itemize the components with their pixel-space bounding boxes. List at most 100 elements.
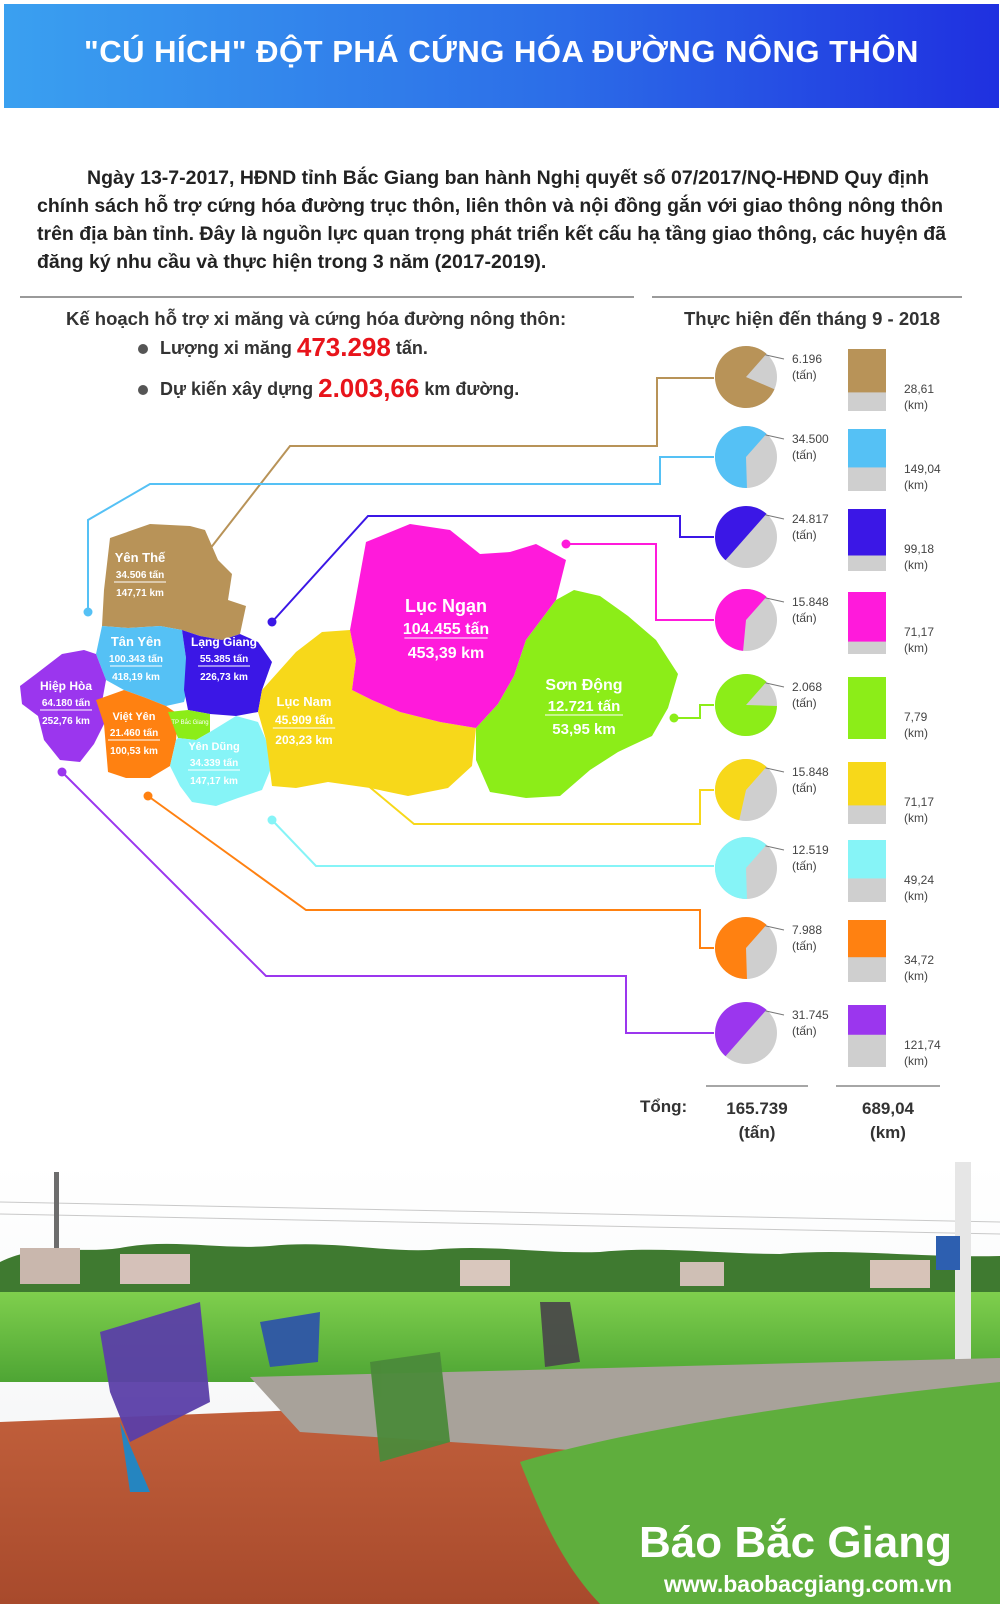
- district-progress-row: 24.817 (tấn) 99,18 (km): [715, 506, 934, 572]
- district-name: Việt Yên: [112, 711, 155, 723]
- pie-slice: [714, 836, 767, 899]
- total-road-value: 689,04: [862, 1099, 914, 1118]
- region-luc-nam: [258, 630, 476, 796]
- region-viet-yen: [96, 690, 178, 778]
- tree-line: [0, 1243, 1000, 1302]
- leader-line: [271, 819, 714, 867]
- done-cement-unit: (tấn): [792, 696, 817, 710]
- pie-slice: [714, 589, 767, 651]
- plan-title: Kế hoạch hỗ trợ xi măng và cứng hóa đườn…: [66, 308, 567, 329]
- bar-fill: [848, 840, 886, 879]
- leader-line: [87, 456, 714, 612]
- district-name: Yên Dũng: [188, 741, 239, 753]
- done-cement-unit: (tấn): [792, 1024, 817, 1038]
- done-road-unit: (km): [904, 641, 928, 655]
- pie-slice: [714, 673, 777, 736]
- done-cement-unit: (tấn): [792, 368, 817, 382]
- map-district-label: Hiệp Hòa 64.180 tấn 252,76 km: [40, 679, 92, 727]
- done-cement-unit: (tấn): [792, 448, 817, 462]
- leader-dot: [57, 767, 67, 777]
- done-road-value: 49,24: [904, 873, 934, 887]
- pie-pointer: [765, 767, 785, 773]
- map-district-label: Tân Yên 100.343 tấn 418,19 km: [109, 634, 163, 683]
- done-road-value: 34,72: [904, 953, 934, 967]
- leader-line: [271, 515, 714, 623]
- district-road-plan: 147,17 km: [190, 776, 238, 787]
- pie-slice: [714, 759, 767, 821]
- district-progress-row: 15.848 (tấn) 71,17 (km): [714, 759, 934, 825]
- map-district-label: Việt Yên 21.460 tấn 100,53 km: [108, 711, 160, 757]
- region-luc-ngan: [350, 524, 566, 728]
- leader-dot: [143, 791, 153, 801]
- district-progress-row: 6.196 (tấn) 28,61 (km): [715, 345, 934, 412]
- bar-fill: [848, 1005, 886, 1035]
- map-and-progress-graphic: Yên Thế 34.506 tấn 147,71 km Lạng Giang 55.3…: [20, 345, 941, 1087]
- total-road-unit: (km): [870, 1123, 906, 1142]
- done-cement-unit: (tấn): [792, 528, 817, 542]
- leader-dot: [669, 713, 679, 723]
- leader-line: [191, 377, 714, 573]
- pie-slice: [715, 345, 775, 408]
- city-label: TP Bắc Giang: [171, 719, 208, 726]
- leader-dot: [561, 539, 571, 549]
- pie-slice: [715, 916, 767, 979]
- leader-line: [674, 704, 714, 719]
- map-district-label: Lục Ngạn 104.455 tấn 453,39 km: [403, 596, 489, 662]
- total-label: Tổng:: [640, 1097, 688, 1116]
- district-cement-plan: 104.455 tấn: [403, 621, 489, 638]
- done-cement-value: 31.745: [792, 1008, 829, 1022]
- brand-name: Báo Bắc Giang: [639, 1517, 952, 1567]
- done-road-value: 7,79: [904, 710, 928, 724]
- district-progress-row: 31.745 (tấn) 121,74 (km): [715, 1002, 941, 1068]
- district-road-plan: 453,39 km: [408, 645, 485, 662]
- done-road-unit: (km): [904, 558, 928, 572]
- done-road-unit: (km): [904, 889, 928, 903]
- district-progress-row: 7.988 (tấn) 34,72 (km): [715, 916, 934, 983]
- district-cement-plan: 55.385 tấn: [200, 653, 248, 665]
- district-cement-plan: 12.721 tấn: [548, 698, 621, 715]
- leader-line: [353, 773, 714, 825]
- done-cement-value: 7.988: [792, 923, 822, 937]
- pie-pointer: [765, 1010, 785, 1016]
- progress-title: Thực hiện đến tháng 9 - 2018: [684, 308, 941, 329]
- done-cement-unit: (tấn): [792, 781, 817, 795]
- district-cement-plan: 45.909 tấn: [275, 713, 333, 727]
- pie-pointer: [765, 354, 785, 360]
- bar-fill: [848, 509, 886, 556]
- district-progress-row: 34.500 (tấn) 149,04 (km): [715, 426, 941, 492]
- region-yen-dung: [170, 716, 272, 806]
- divider-left: [20, 296, 634, 298]
- bar-fill: [848, 592, 886, 642]
- divider-right: [652, 296, 962, 298]
- map-district-label: Lạng Giang 55.385 tấn 226,73 km: [191, 635, 257, 683]
- done-road-value: 149,04: [904, 462, 941, 476]
- district-road-plan: 252,76 km: [42, 716, 90, 727]
- pie-pointer: [765, 434, 785, 440]
- pie-slice: [715, 426, 767, 488]
- cement-bullet: Lượng xi măng 473.298 tấn.: [138, 332, 428, 363]
- done-cement-unit: (tấn): [792, 939, 817, 953]
- leader-dot: [83, 607, 93, 617]
- district-cement-plan: 100.343 tấn: [109, 653, 163, 665]
- district-name: Lục Nam: [277, 694, 332, 709]
- map-labels: Yên Thế 34.506 tấn 147,71 km Lạng Giang 55.3…: [40, 550, 623, 787]
- district-road-plan: 226,73 km: [200, 672, 248, 683]
- cement-value: 473.298: [296, 332, 391, 362]
- done-road-unit: (km): [904, 811, 928, 825]
- bar-fill: [848, 429, 886, 468]
- done-road-value: 99,18: [904, 542, 934, 556]
- bar-fill: [848, 677, 886, 739]
- road-value: 2.003,66: [318, 373, 420, 403]
- region-yen-the: [102, 524, 246, 640]
- done-cement-value: 2.068: [792, 680, 822, 694]
- done-cement-value: 6.196: [792, 352, 822, 366]
- done-road-unit: (km): [904, 726, 928, 740]
- district-road-plan: 147,71 km: [116, 588, 164, 599]
- region-hiep-hoa: [20, 650, 106, 762]
- total-cement-unit: (tấn): [738, 1123, 776, 1142]
- bullet-dot: [138, 385, 148, 396]
- map-district-label: Yên Dũng 34.339 tấn 147,17 km: [188, 741, 240, 787]
- pie-slice: [715, 1002, 767, 1057]
- district-name: Hiệp Hòa: [40, 679, 92, 693]
- brand-url: www.baobacgiang.com.vn: [663, 1571, 952, 1597]
